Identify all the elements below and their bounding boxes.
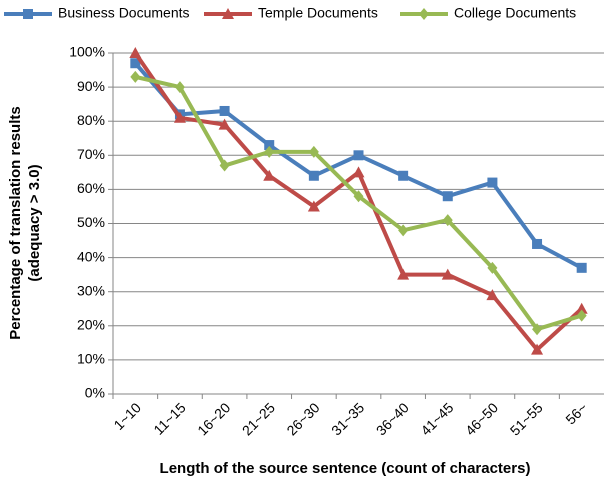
marker	[531, 343, 544, 355]
marker	[352, 166, 365, 178]
marker	[130, 70, 141, 83]
marker	[442, 214, 453, 227]
y-tick-label: 20%	[77, 317, 105, 333]
marker	[353, 150, 364, 161]
y-tick-label: 80%	[77, 112, 105, 128]
y-tick-label: 50%	[77, 214, 105, 230]
y-tick-label: 40%	[77, 248, 105, 264]
marker	[398, 224, 409, 237]
y-axis-label: Percentage of translation results (adequ…	[7, 106, 43, 339]
x-tick-label: 11~15	[150, 399, 189, 438]
y-tick-label: 70%	[77, 146, 105, 162]
marker	[419, 8, 429, 20]
x-tick-label: 51~55	[507, 399, 546, 438]
marker	[173, 111, 186, 123]
marker	[576, 309, 587, 322]
x-axis-label: Length of the source sentence (count of …	[160, 460, 531, 477]
marker	[397, 268, 410, 280]
legend-label: College Documents	[454, 5, 576, 21]
legend-label: Business Documents	[58, 5, 190, 21]
marker	[308, 170, 319, 181]
marker	[219, 159, 230, 172]
marker	[398, 170, 409, 181]
x-tick-label: 26~30	[283, 399, 322, 438]
marker	[263, 169, 276, 181]
marker	[487, 261, 498, 274]
marker	[576, 262, 587, 273]
marker	[222, 8, 234, 19]
x-tick-label: 46~50	[462, 399, 501, 438]
x-tick-label: 16~20	[194, 399, 233, 438]
y-tick-label: 60%	[77, 180, 105, 196]
x-tick-label: 31~35	[328, 399, 367, 438]
x-tick-label: 36~40	[373, 399, 412, 438]
marker	[130, 58, 141, 69]
marker	[219, 105, 230, 116]
marker	[307, 200, 320, 212]
y-axis-label-line: Percentage of translation results	[7, 106, 24, 339]
marker	[23, 9, 33, 19]
marker	[532, 238, 543, 249]
legend-label: Temple Documents	[258, 5, 378, 21]
y-tick-label: 100%	[69, 44, 105, 60]
y-axis-label-line: (adequacy > 3.0)	[26, 164, 43, 281]
marker	[353, 190, 364, 203]
series-line	[133, 61, 583, 270]
marker	[442, 191, 453, 202]
x-tick-label: 41~45	[417, 399, 456, 438]
marker	[129, 47, 142, 58]
marker	[441, 268, 454, 280]
marker	[575, 302, 588, 314]
x-tick-label: 56~	[562, 399, 590, 427]
x-tick-label: 21~25	[239, 399, 278, 438]
marker	[264, 140, 275, 151]
marker	[532, 323, 543, 336]
marker	[264, 145, 275, 158]
y-tick-label: 0%	[85, 385, 105, 401]
marker	[308, 145, 319, 158]
marker	[487, 177, 498, 188]
marker	[218, 118, 231, 130]
x-tick-label: 1~10	[110, 399, 144, 433]
y-tick-label: 90%	[77, 78, 105, 94]
y-tick-label: 10%	[77, 351, 105, 367]
y-tick-label: 30%	[77, 282, 105, 298]
marker	[486, 289, 499, 301]
marker	[174, 81, 185, 94]
